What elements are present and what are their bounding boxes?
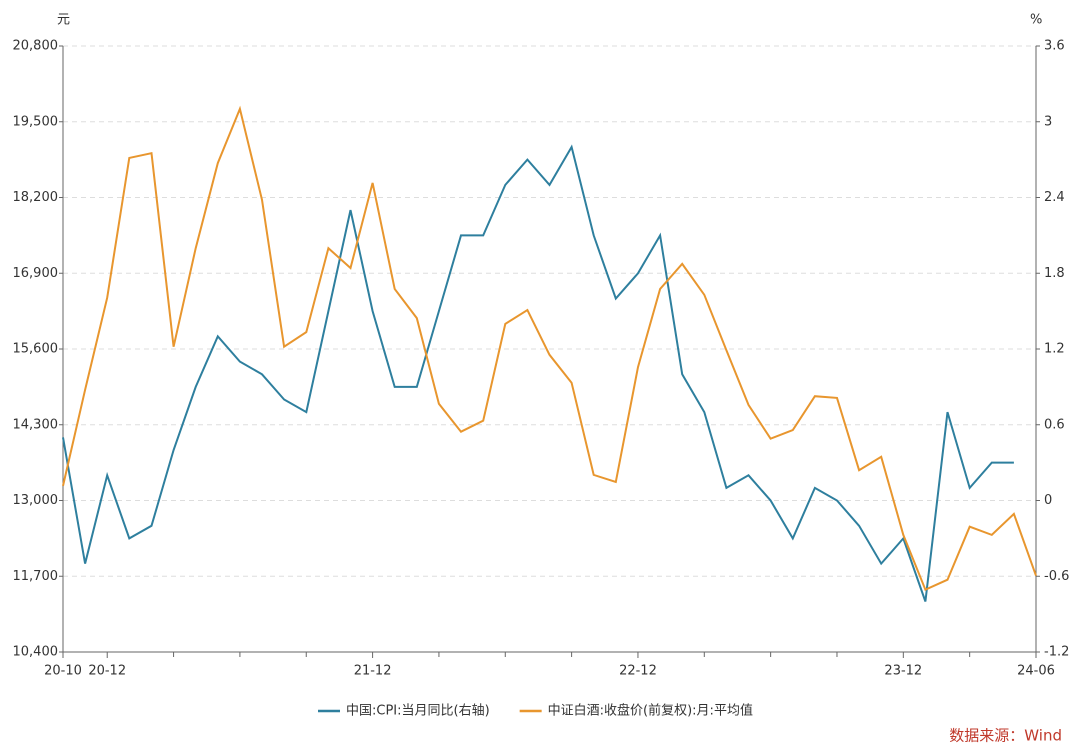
y2-tick-label: -1.2 [1044, 645, 1069, 660]
series-line [62, 105, 1037, 592]
x-tick-label: 24-06 [1017, 664, 1055, 679]
y-tick-label: 14,300 [13, 417, 59, 432]
x-tick-label: 20-10 [44, 664, 82, 679]
y2-unit: % [1030, 13, 1042, 28]
y2-tick-label: 0 [1044, 493, 1052, 508]
series-line [62, 144, 1014, 602]
y2-tick-label: 2.4 [1044, 190, 1065, 205]
y-tick-label: 15,600 [13, 342, 59, 357]
y-tick-label: 10,400 [13, 645, 59, 660]
legend-label: 中证白酒:收盘价(前复权):月:平均值 [548, 703, 753, 719]
x-tick-label: 23-12 [884, 664, 922, 679]
y-tick-label: 16,900 [13, 266, 59, 281]
y2-tick-label: 3 [1044, 114, 1052, 129]
y2-tick-label: 0.6 [1044, 417, 1065, 432]
y2-tick-label: 1.2 [1044, 342, 1065, 357]
y-tick-label: 18,200 [13, 190, 59, 205]
y-tick-label: 20,800 [13, 39, 59, 54]
legend-label: 中国:CPI:当月同比(右轴) [346, 704, 490, 719]
x-tick-label: 21-12 [354, 664, 392, 679]
y-tick-label: 19,500 [13, 114, 59, 129]
y-tick-label: 13,000 [13, 493, 59, 508]
y-unit: 元 [57, 13, 70, 28]
source: 数据来源：Wind [949, 727, 1062, 745]
y-tick-label: 11,700 [13, 569, 59, 584]
x-tick-label: 20-12 [88, 664, 126, 679]
y2-tick-label: 1.8 [1044, 266, 1065, 281]
y2-tick-label: -0.6 [1044, 569, 1069, 584]
x-tick-label: 22-12 [619, 664, 657, 679]
y2-tick-label: 3.6 [1044, 39, 1065, 54]
